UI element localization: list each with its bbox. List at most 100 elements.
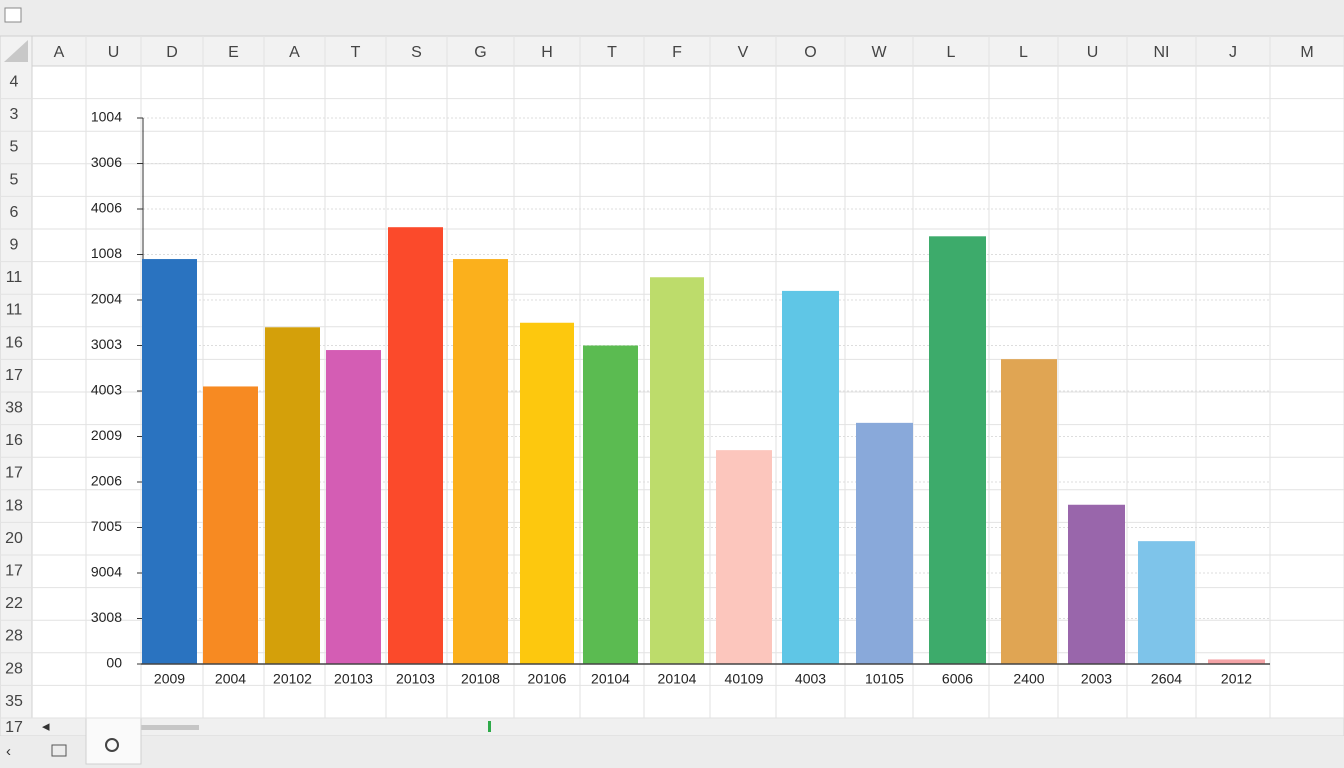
bar (453, 259, 508, 664)
bar (388, 227, 443, 664)
x-tick-label: 6006 (942, 671, 973, 687)
row-header: 35 (5, 693, 23, 710)
bar (856, 422, 913, 664)
x-tick-label: 20104 (591, 671, 630, 687)
x-tick-label: 20104 (658, 671, 697, 687)
column-header: A (289, 44, 300, 61)
y-tick-label: 7005 (91, 518, 122, 534)
row-header: 5 (10, 139, 19, 156)
column-header: D (166, 44, 178, 61)
x-tick-label: 2604 (1151, 671, 1182, 687)
scroll-thumb[interactable] (141, 725, 199, 730)
bar (716, 450, 772, 664)
row-header: 6 (10, 204, 19, 221)
x-tick-label: 20103 (396, 671, 435, 687)
column-header: L (947, 44, 956, 61)
column-header: L (1019, 44, 1028, 61)
row-header: 22 (5, 595, 23, 612)
x-tick-label: 2003 (1081, 671, 1112, 687)
menu-icon[interactable] (4, 7, 22, 23)
row-header: 38 (5, 400, 23, 417)
column-header: NI (1154, 44, 1170, 61)
row-header: 16 (5, 334, 23, 351)
x-tick-label: 4003 (795, 671, 826, 687)
row-header: 20 (5, 530, 23, 547)
y-tick-label: 00 (106, 655, 122, 671)
bar (520, 322, 574, 664)
y-tick-label: 4006 (91, 200, 122, 216)
row-header: 16 (5, 432, 23, 449)
column-header: U (108, 44, 120, 61)
y-tick-label: 9004 (91, 564, 122, 580)
row-header: 28 (5, 628, 23, 645)
y-tick-label: 1008 (91, 245, 122, 261)
column-header: W (871, 44, 887, 61)
bar (782, 290, 839, 664)
row-header: 18 (5, 497, 23, 514)
y-tick-label: 4003 (91, 382, 122, 398)
row-header: 3 (10, 106, 19, 123)
bar (1138, 541, 1195, 664)
scroll-left[interactable]: ◂ (42, 718, 50, 735)
bar (265, 327, 320, 664)
row-header: 11 (6, 302, 23, 319)
row-header: 17 (5, 367, 23, 384)
column-header: T (351, 44, 361, 61)
y-tick-label: 2009 (91, 427, 122, 443)
search-icon[interactable] (105, 738, 119, 752)
row-header-bar (0, 35, 33, 719)
x-tick-label: 2012 (1221, 671, 1252, 687)
toolbar (0, 0, 1344, 36)
x-tick-label: 20106 (528, 671, 567, 687)
x-tick-label: 2009 (154, 671, 185, 687)
row-header: 17 (5, 719, 23, 736)
row-header: 9 (10, 237, 19, 254)
column-header: T (607, 44, 617, 61)
column-header: F (672, 44, 682, 61)
bar (1208, 659, 1265, 664)
y-tick-label: 2004 (91, 291, 122, 307)
bar (929, 236, 986, 665)
column-header-bar (0, 35, 1344, 67)
column-header: E (228, 44, 239, 61)
y-tick-label: 3006 (91, 154, 122, 170)
row-header: 17 (5, 563, 23, 580)
row-header: 4 (10, 74, 19, 91)
y-tick-label: 2006 (91, 473, 122, 489)
scrollbar[interactable] (0, 717, 1344, 737)
row-header: 11 (6, 269, 23, 286)
row-header: 17 (5, 465, 23, 482)
column-header: V (738, 44, 749, 61)
column-header: S (411, 44, 422, 61)
y-tick-label: 3003 (91, 336, 122, 352)
y-tick-label: 1004 (91, 109, 122, 125)
bar (142, 259, 197, 664)
x-tick-label: 20108 (461, 671, 500, 687)
column-header: G (474, 44, 486, 61)
bar (1001, 359, 1057, 664)
x-tick-label: 10105 (865, 671, 904, 687)
column-header: H (541, 44, 553, 61)
active-sheet-tab[interactable] (85, 717, 142, 765)
x-tick-label: 2004 (215, 671, 246, 687)
x-tick-label: 20102 (273, 671, 312, 687)
column-header: U (1087, 44, 1099, 61)
sheet-list-icon[interactable] (51, 744, 67, 757)
x-tick-label: 20103 (334, 671, 373, 687)
column-header: O (804, 44, 816, 61)
column-header: A (54, 44, 65, 61)
x-tick-label: 2400 (1013, 671, 1044, 687)
bar (583, 345, 638, 664)
column-header: J (1229, 44, 1237, 61)
row-header: 5 (10, 171, 19, 188)
bar (326, 350, 381, 664)
bar (650, 277, 704, 664)
scroll-marker (488, 721, 491, 732)
select-all[interactable] (4, 40, 28, 62)
column-header: M (1300, 44, 1313, 61)
y-tick-label: 3008 (91, 609, 122, 625)
sheet-tab-bar (0, 736, 1344, 768)
bar (1068, 504, 1125, 664)
tab-nav[interactable]: ‹ (6, 743, 11, 760)
